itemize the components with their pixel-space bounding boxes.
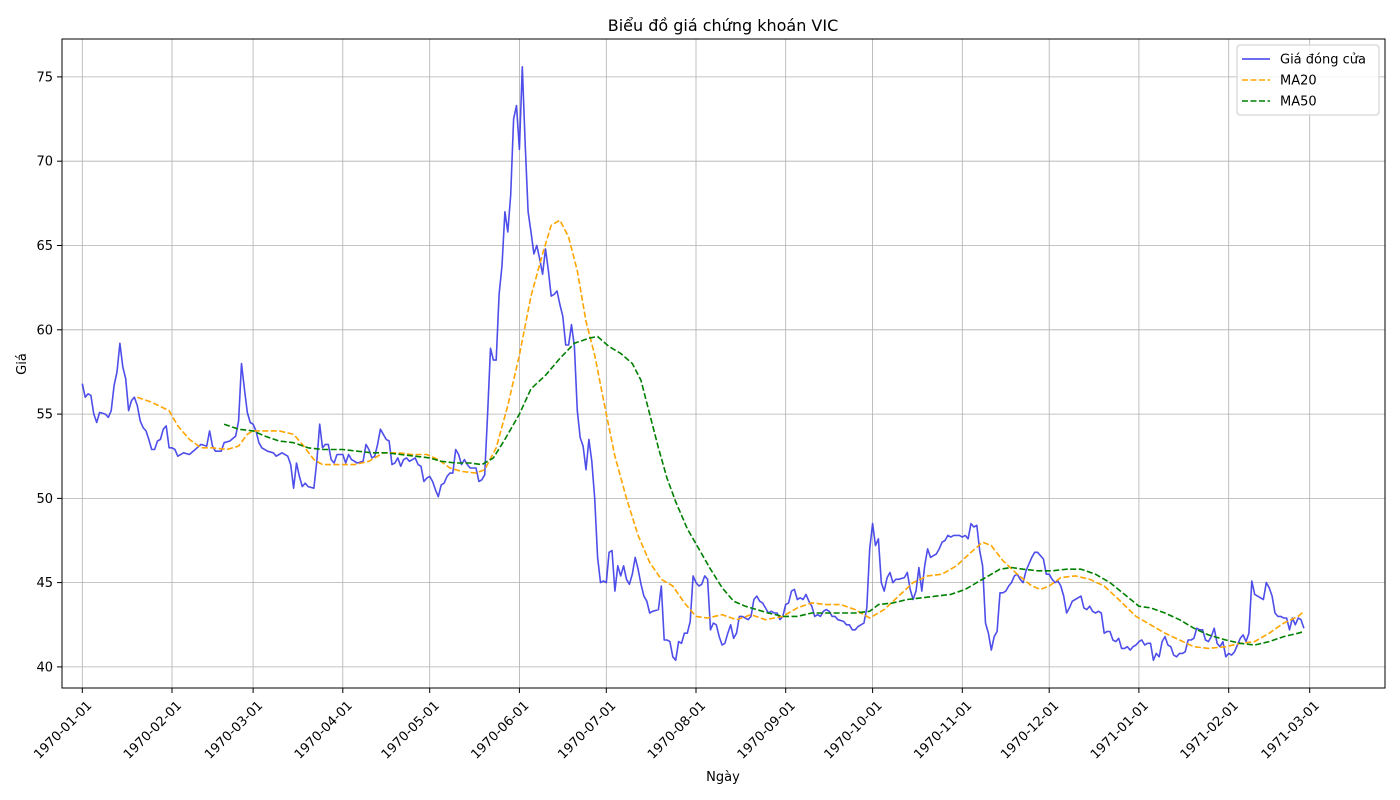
y-tick-label: 45 — [36, 576, 53, 591]
legend-label-0: Giá đóng cửa — [1280, 53, 1366, 68]
y-tick-label: 70 — [36, 155, 53, 170]
series-line-0 — [81, 66, 1305, 662]
plot-area-frame — [61, 38, 1386, 689]
y-tick-label: 55 — [36, 408, 53, 423]
chart-title: Biểu đồ giá chứng khoán VIC — [608, 16, 839, 35]
legend-box — [1236, 44, 1380, 116]
series-line-2 — [223, 335, 1305, 646]
y-axis-label: Giá — [15, 353, 30, 375]
y-tick-label: 65 — [36, 239, 53, 254]
y-tick-label: 50 — [36, 492, 53, 507]
series-line-1 — [137, 219, 1305, 650]
y-tick-label: 40 — [36, 660, 53, 675]
x-axis-label: Ngày — [706, 770, 740, 785]
legend: Giá đóng cửa MA20 MA50 — [1236, 44, 1380, 116]
legend-label-1: MA20 — [1280, 74, 1317, 89]
series-group — [81, 66, 1305, 662]
y-tick-label: 60 — [36, 323, 53, 338]
y-tick-label: 75 — [36, 70, 53, 85]
legend-label-2: MA50 — [1280, 95, 1317, 110]
y-axis-ticks: 40 45 50 55 60 65 70 75 — [36, 70, 62, 675]
